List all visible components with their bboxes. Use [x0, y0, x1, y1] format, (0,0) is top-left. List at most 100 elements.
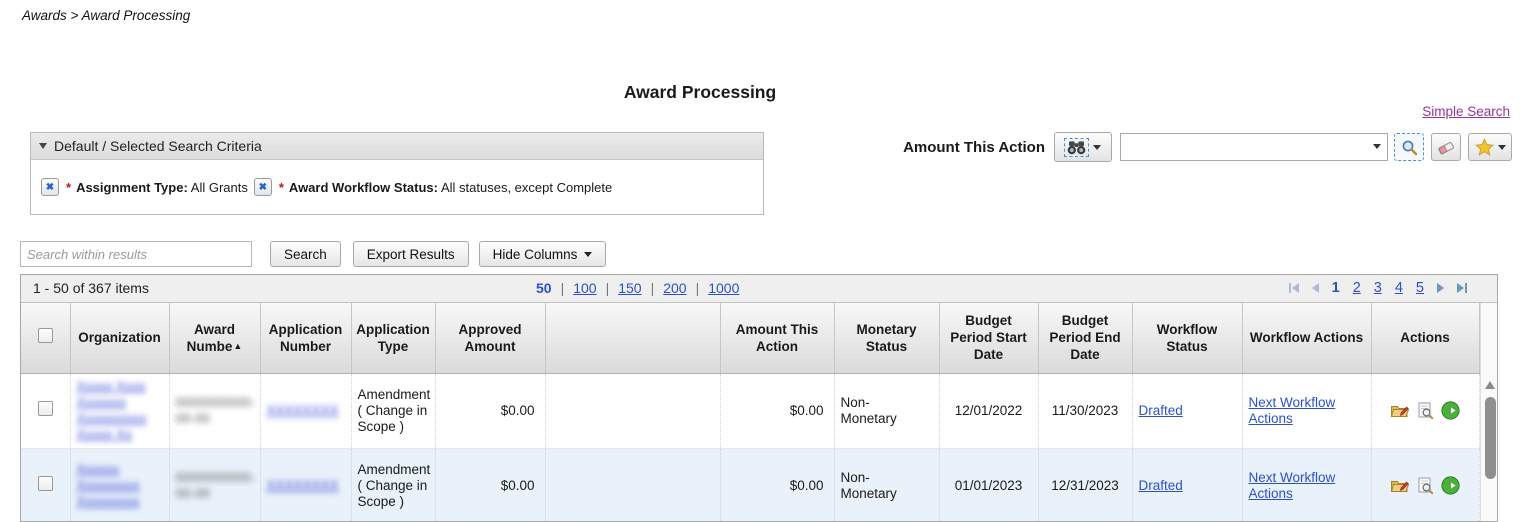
approved-amount-cell: $0.00 [435, 373, 546, 448]
spacer-cell [545, 373, 721, 448]
page-size-150[interactable]: 150 [618, 280, 642, 296]
filter-chip-assignment-type: ✖ * Assignment Type: All Grants [41, 178, 248, 196]
hide-columns-button[interactable]: Hide Columns [478, 241, 607, 267]
edit-folder-icon[interactable] [1390, 402, 1410, 419]
next-workflow-actions-link[interactable]: Next Workflow Actions [1248, 469, 1336, 501]
column-header-workflow-actions[interactable]: Workflow Actions [1242, 303, 1372, 374]
budget-period-end-date-cell: 11/30/2023 [1038, 373, 1133, 448]
page-size-200[interactable]: 200 [663, 280, 687, 296]
monetary-status-cell: Non-Monetary [834, 373, 940, 448]
simple-search-link[interactable]: Simple Search [1422, 104, 1510, 119]
clear-search-button[interactable] [1431, 133, 1461, 161]
quick-search-input[interactable] [1120, 133, 1388, 161]
page-size-1000[interactable]: 1000 [708, 280, 740, 296]
search-within-results-input[interactable] [20, 241, 252, 267]
organization-cell: Xxxxx Xxxx Xxxxxxx Xxxxxxxxxx Xxxxx Xx [70, 373, 170, 448]
column-header-award-number[interactable]: Award Numbe▲ [169, 303, 261, 374]
page-5-link[interactable]: 5 [1415, 280, 1424, 296]
remove-filter-icon[interactable]: ✖ [41, 178, 59, 196]
page-size-100[interactable]: 100 [573, 280, 597, 296]
results-toolbar: Search Export Results Hide Columns [20, 241, 607, 267]
column-header-monetary-status[interactable]: Monetary Status [834, 303, 940, 374]
application-type-cell: Amendment ( Change in Scope ) [351, 447, 436, 521]
application-number-link[interactable]: XXXXXXXX [266, 477, 339, 493]
row-checkbox[interactable] [37, 401, 53, 416]
search-icon [1402, 140, 1417, 155]
workflow-status-link[interactable]: Drafted [1138, 477, 1183, 493]
amount-this-action-cell: $0.00 [720, 373, 835, 448]
organization-cell: Xxxxxx Xxxxxxxxx Xxxxxxxxx [70, 447, 170, 521]
actions-cell [1371, 373, 1480, 448]
remove-filter-icon[interactable]: ✖ [253, 178, 272, 196]
budget-period-end-date-cell: 12/31/2023 [1038, 447, 1133, 521]
preview-icon[interactable] [1417, 402, 1434, 420]
amount-this-action-cell: $0.00 [720, 447, 835, 521]
page-3-link[interactable]: 3 [1373, 280, 1382, 296]
column-header-budget-period-end-date[interactable]: Budget Period End Date [1038, 303, 1133, 374]
results-table: Organization Award Numbe▲ Application Nu… [21, 303, 1480, 521]
results-grid: 1 - 50 of 367 items 50 | 100 | 150 | 200 | 1… [20, 274, 1498, 522]
search-button[interactable]: Search [270, 241, 341, 267]
export-results-button[interactable]: Export Results [352, 241, 469, 267]
search-criteria-title: Default / Selected Search Criteria [54, 138, 262, 154]
budget-period-start-date-cell: 01/01/2023 [939, 447, 1039, 521]
search-criteria-header[interactable]: Default / Selected Search Criteria [31, 133, 763, 160]
search-criteria-panel: Default / Selected Search Criteria ✖ * A… [30, 132, 764, 215]
award-number-cell: 0000000000-00-00 [169, 447, 261, 521]
scroll-up-icon[interactable] [1484, 381, 1495, 389]
page-1-link[interactable]: 1 [1331, 280, 1340, 296]
binoculars-icon [1067, 140, 1086, 154]
page-2-link[interactable]: 2 [1352, 280, 1361, 296]
workflow-actions-cell: Next Workflow Actions [1242, 447, 1372, 521]
organization-link[interactable]: Xxxxx Xxxx Xxxxxxx Xxxxxxxxxx Xxxxx Xx [76, 378, 147, 442]
column-header-application-type[interactable]: Application Type [351, 303, 436, 374]
column-header-application-number[interactable]: Application Number [260, 303, 352, 374]
previous-page-button[interactable] [1311, 283, 1319, 293]
select-all-checkbox[interactable] [37, 328, 53, 344]
sort-ascending-icon: ▲ [233, 340, 243, 351]
workflow-status-link[interactable]: Drafted [1138, 402, 1183, 418]
organization-link[interactable]: Xxxxxx Xxxxxxxxx Xxxxxxxxx [76, 461, 140, 509]
column-header-workflow-status[interactable]: Workflow Status [1132, 303, 1243, 374]
search-field-selector-button[interactable] [1054, 132, 1112, 162]
application-number-link[interactable]: XXXXXXXX [266, 402, 339, 418]
filter-label: Assignment Type: [76, 179, 188, 195]
chevron-down-icon[interactable] [1373, 144, 1381, 149]
column-header-organization[interactable]: Organization [70, 303, 170, 374]
last-page-button[interactable] [1457, 283, 1467, 293]
workflow-status-cell: Drafted [1132, 447, 1243, 521]
page-size-50[interactable]: 50 [536, 280, 552, 296]
row-checkbox[interactable] [37, 476, 53, 492]
vertical-scrollbar[interactable] [1479, 303, 1497, 521]
edit-folder-icon[interactable] [1390, 477, 1410, 494]
page-4-link[interactable]: 4 [1394, 280, 1403, 296]
column-header-approved-amount[interactable]: Approved Amount [435, 303, 546, 374]
favorites-star-icon [1474, 138, 1494, 156]
favorites-button[interactable] [1468, 133, 1512, 161]
chevron-down-icon [1093, 144, 1101, 150]
go-icon[interactable] [1441, 476, 1460, 495]
run-search-button[interactable] [1394, 133, 1424, 161]
spacer-cell [545, 447, 721, 521]
go-icon[interactable] [1441, 401, 1460, 420]
row-select-cell [21, 447, 71, 521]
page-size-selector: 50 | 100 | 150 | 200 | 1000 [536, 280, 740, 296]
last-page-icon [1457, 283, 1464, 293]
previous-page-icon [1311, 283, 1319, 293]
column-header-actions[interactable]: Actions [1371, 303, 1480, 374]
filter-value: All statuses, except Complete [440, 179, 613, 195]
column-header-amount-this-action[interactable]: Amount This Action [720, 303, 835, 374]
page-navigation: 1 2 3 4 5 [1288, 280, 1467, 296]
chevron-down-icon [1497, 144, 1506, 150]
column-header-budget-period-start-date[interactable]: Budget Period Start Date [939, 303, 1039, 374]
application-number-cell: XXXXXXXX [260, 373, 352, 448]
next-workflow-actions-link[interactable]: Next Workflow Actions [1248, 394, 1336, 426]
scrollbar-thumb[interactable] [1484, 397, 1496, 479]
filter-label: Award Workflow Status: [288, 179, 438, 195]
search-criteria-chips: ✖ * Assignment Type: All Grants ✖ * Awar… [31, 160, 763, 214]
column-header-spacer [545, 303, 721, 374]
next-page-button[interactable] [1437, 283, 1444, 293]
preview-icon[interactable] [1417, 477, 1434, 495]
first-page-button[interactable] [1288, 283, 1299, 293]
